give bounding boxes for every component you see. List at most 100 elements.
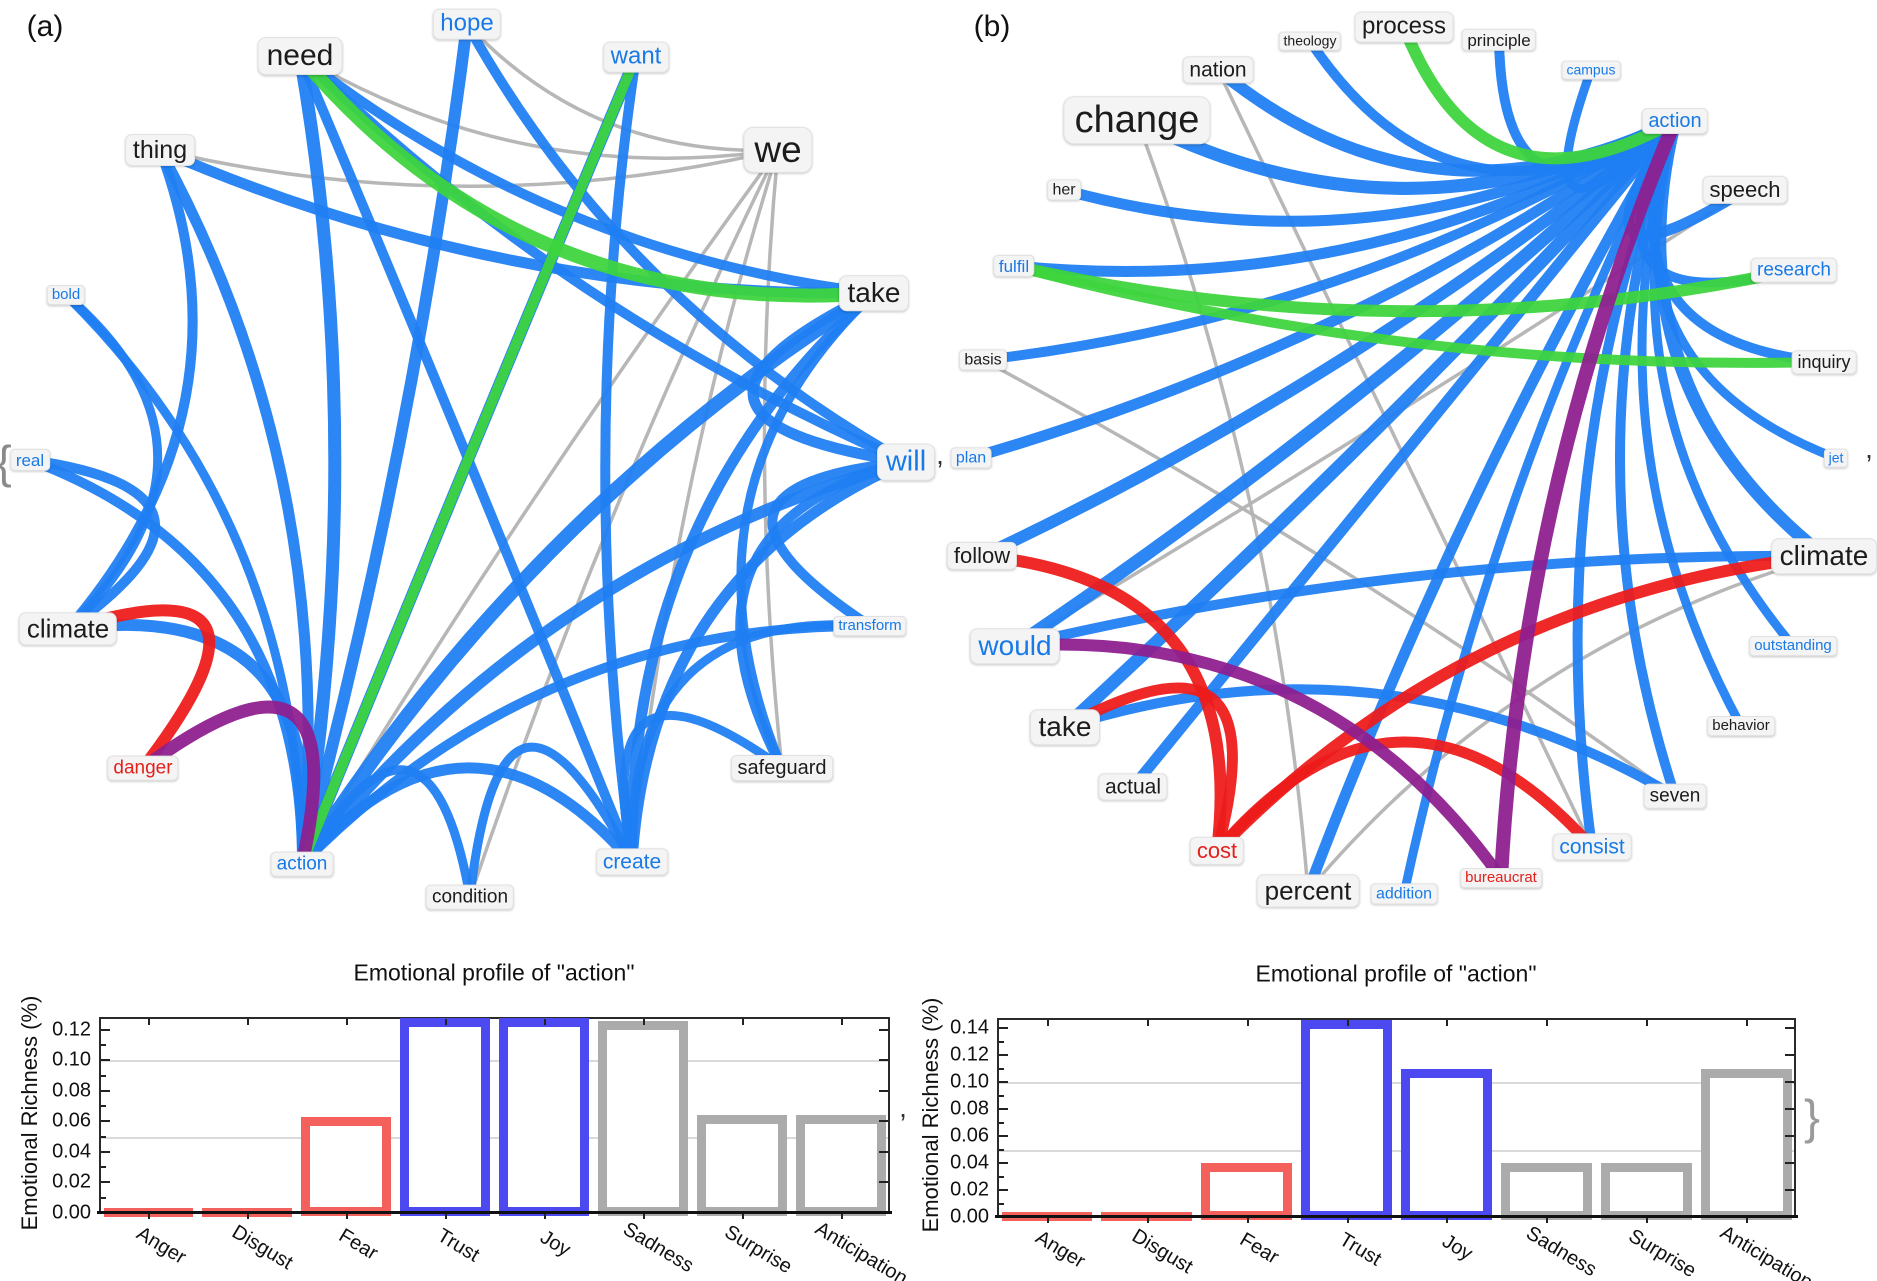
- comma-right-of-left-chart: ,: [899, 1092, 907, 1123]
- word-node-b-consist[interactable]: consist: [1552, 833, 1632, 861]
- bar-trust[interactable]: [400, 1017, 490, 1216]
- bar-fear[interactable]: [301, 1116, 392, 1216]
- y-tick: [999, 1189, 1008, 1192]
- word-node-a-real[interactable]: real: [10, 448, 50, 472]
- word-node-b-change[interactable]: change: [1063, 96, 1211, 144]
- word-node-b-process[interactable]: process: [1354, 11, 1454, 43]
- bar-surprise[interactable]: [1600, 1163, 1692, 1220]
- bar-fear[interactable]: [1201, 1163, 1293, 1220]
- edge-b-climate-percent: [1306, 554, 1826, 893]
- x-axis-baseline: [995, 1215, 1798, 1218]
- y-minor-tick: [101, 1196, 106, 1199]
- edge-b-action-fulfil: [1008, 115, 1681, 277]
- word-node-b-follow[interactable]: follow: [946, 541, 1018, 571]
- word-node-a-want[interactable]: want: [603, 41, 669, 73]
- xtick-label-trust: Trust: [433, 1224, 484, 1267]
- word-node-a-danger[interactable]: danger: [107, 755, 179, 781]
- xtick-label-anger: Anger: [133, 1222, 191, 1269]
- y-tick-right: [1785, 1054, 1794, 1057]
- word-node-b-cost[interactable]: cost: [1189, 836, 1245, 866]
- word-node-b-inquiry[interactable]: inquiry: [1791, 350, 1857, 374]
- ytick-label-0.02: 0.02: [52, 1170, 91, 1193]
- edge-a-create-want: [600, 52, 641, 867]
- word-node-b-jet[interactable]: jet: [1823, 448, 1849, 468]
- y-tick: [999, 1162, 1008, 1165]
- word-node-a-bold[interactable]: bold: [46, 285, 86, 305]
- x-tick: [840, 1212, 843, 1219]
- edge-b-action-addition: [1399, 116, 1680, 899]
- edge-b-follow-cost: [976, 550, 1227, 857]
- y-tick-right: [1785, 1081, 1794, 1084]
- word-node-a-we[interactable]: we: [743, 126, 813, 174]
- word-node-b-bureaucrat[interactable]: bureaucrat: [1460, 868, 1542, 888]
- x-tick: [1746, 1216, 1749, 1223]
- y-tick: [999, 1027, 1008, 1030]
- x-tick: [1746, 1020, 1749, 1026]
- word-node-b-addition[interactable]: addition: [1370, 883, 1438, 905]
- word-node-b-take[interactable]: take: [1029, 709, 1101, 745]
- word-node-a-condition[interactable]: condition: [425, 884, 515, 910]
- edge-a-will-transform: [767, 457, 911, 631]
- xtick-label-fear: Fear: [335, 1224, 382, 1265]
- word-node-b-theology[interactable]: theology: [1278, 31, 1342, 51]
- word-node-b-research[interactable]: research: [1750, 257, 1838, 283]
- word-node-b-climate[interactable]: climate: [1771, 538, 1877, 574]
- bar-joy[interactable]: [499, 1017, 589, 1216]
- word-node-b-basis[interactable]: basis: [959, 349, 1007, 371]
- word-node-a-need[interactable]: need: [257, 37, 343, 75]
- y-minor-tick: [101, 1044, 106, 1047]
- edge-a-want-action: [297, 52, 641, 869]
- y-tick-right: [879, 1181, 888, 1184]
- x-tick: [1046, 1216, 1049, 1223]
- ytick-label-0.04: 0.04: [52, 1140, 91, 1163]
- word-node-b-outstanding[interactable]: outstanding: [1749, 636, 1837, 656]
- word-node-a-take[interactable]: take: [838, 275, 910, 311]
- word-node-b-principle[interactable]: principle: [1461, 28, 1537, 52]
- word-node-a-create[interactable]: create: [596, 848, 668, 876]
- bar-sadness[interactable]: [597, 1020, 688, 1216]
- y-tick: [101, 1150, 110, 1153]
- word-node-a-climate[interactable]: climate: [18, 612, 118, 646]
- word-node-b-would[interactable]: would: [969, 628, 1061, 664]
- word-node-b-percent[interactable]: percent: [1256, 874, 1360, 908]
- word-node-b-behavior[interactable]: behavior: [1707, 716, 1775, 736]
- xtick-label-surprise: Surprise: [1624, 1224, 1701, 1281]
- x-tick: [1146, 1216, 1149, 1223]
- ytick-label-0.00: 0.00: [52, 1201, 91, 1224]
- word-node-b-nation[interactable]: nation: [1182, 56, 1254, 84]
- edge-b-action-behavior: [1637, 116, 1746, 731]
- x-tick: [1546, 1020, 1549, 1026]
- bar-sadness[interactable]: [1500, 1163, 1592, 1220]
- xtick-label-anger: Anger: [1031, 1226, 1089, 1273]
- bar-trust[interactable]: [1301, 1020, 1392, 1220]
- edge-a-create-condition: [465, 742, 637, 902]
- bar-joy[interactable]: [1401, 1068, 1492, 1220]
- comma-after-jet: ,: [1865, 433, 1873, 464]
- bar-anticipation[interactable]: [795, 1115, 886, 1216]
- ytick-label-0.08: 0.08: [950, 1097, 989, 1120]
- x-tick: [1446, 1216, 1449, 1223]
- bar-anticipation[interactable]: [1700, 1068, 1792, 1220]
- edge-a-will-safeguard: [735, 457, 911, 773]
- word-node-b-actual[interactable]: actual: [1098, 773, 1168, 801]
- xtick-label-joy: Joy: [536, 1225, 575, 1261]
- bar-surprise[interactable]: [696, 1115, 787, 1216]
- word-node-b-seven[interactable]: seven: [1643, 783, 1707, 809]
- y-minor-tick: [101, 1166, 106, 1169]
- word-node-b-action[interactable]: action: [1641, 108, 1709, 134]
- word-node-a-hope[interactable]: hope: [432, 8, 502, 40]
- x-tick: [741, 1019, 744, 1025]
- word-node-a-thing[interactable]: thing: [125, 134, 195, 166]
- x-tick: [1146, 1020, 1149, 1026]
- word-node-b-fulfil[interactable]: fulfil: [993, 254, 1035, 278]
- word-node-a-action[interactable]: action: [270, 851, 334, 877]
- word-node-b-speech[interactable]: speech: [1702, 175, 1788, 205]
- word-node-a-safeguard[interactable]: safeguard: [731, 755, 833, 781]
- word-node-a-will[interactable]: will: [877, 443, 935, 481]
- gridline: [101, 1060, 888, 1063]
- word-node-a-transform[interactable]: transform: [833, 616, 907, 636]
- word-node-b-plan[interactable]: plan: [950, 447, 992, 469]
- x-tick: [1446, 1020, 1449, 1026]
- word-node-b-campus[interactable]: campus: [1561, 60, 1621, 80]
- word-node-b-her[interactable]: her: [1047, 179, 1081, 201]
